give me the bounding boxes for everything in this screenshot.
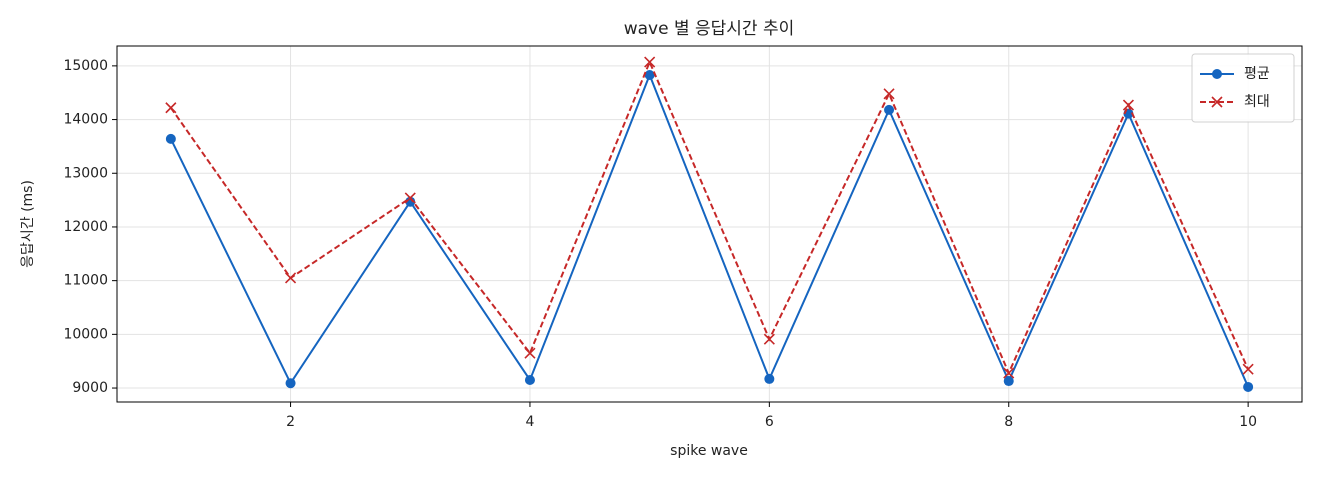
data-point	[644, 69, 655, 80]
x-tick-label: 6	[765, 414, 774, 430]
data-point	[524, 347, 536, 359]
data-point	[524, 374, 535, 385]
x-tick-label: 8	[1004, 414, 1013, 430]
y-tick-label: 15000	[63, 58, 108, 74]
data-point	[165, 133, 176, 144]
data-point	[285, 378, 296, 389]
data-point	[1003, 376, 1014, 387]
legend-label: 최대	[1244, 94, 1270, 110]
data-point	[1003, 367, 1015, 379]
data-point	[404, 192, 416, 204]
data-point	[405, 196, 416, 207]
y-tick-label: 13000	[63, 165, 108, 181]
y-tick-label: 10000	[63, 326, 108, 342]
y-tick-label: 12000	[63, 219, 108, 235]
x-tick-label: 2	[286, 414, 295, 430]
x-axis-label: spike wave	[670, 443, 748, 459]
data-point	[1242, 363, 1254, 375]
legend-marker	[1212, 69, 1222, 79]
x-tick-label: 4	[525, 414, 534, 430]
series-line	[170, 59, 1250, 376]
data-point	[644, 56, 656, 68]
data-point	[165, 102, 177, 114]
data-point	[1122, 99, 1135, 111]
y-tick-label: 11000	[63, 273, 108, 289]
data-point	[1243, 381, 1254, 392]
legend-label: 평균	[1244, 66, 1270, 82]
plot-frame	[116, 45, 1303, 403]
x-tick-label: 10	[1239, 414, 1257, 430]
y-tick-label: 9000	[72, 380, 108, 396]
y-axis-label: 응답시간 (ms)	[20, 180, 36, 268]
chart-title: wave 별 응답시간 추이	[624, 19, 795, 39]
y-tick-label: 14000	[63, 112, 108, 128]
data-point	[284, 272, 297, 284]
series-line	[169, 72, 1250, 388]
data-point	[764, 373, 775, 384]
data-point	[884, 104, 895, 115]
data-point	[883, 88, 895, 100]
data-point	[763, 333, 775, 345]
legend-marker	[1211, 96, 1223, 108]
legend-box	[1191, 53, 1295, 123]
